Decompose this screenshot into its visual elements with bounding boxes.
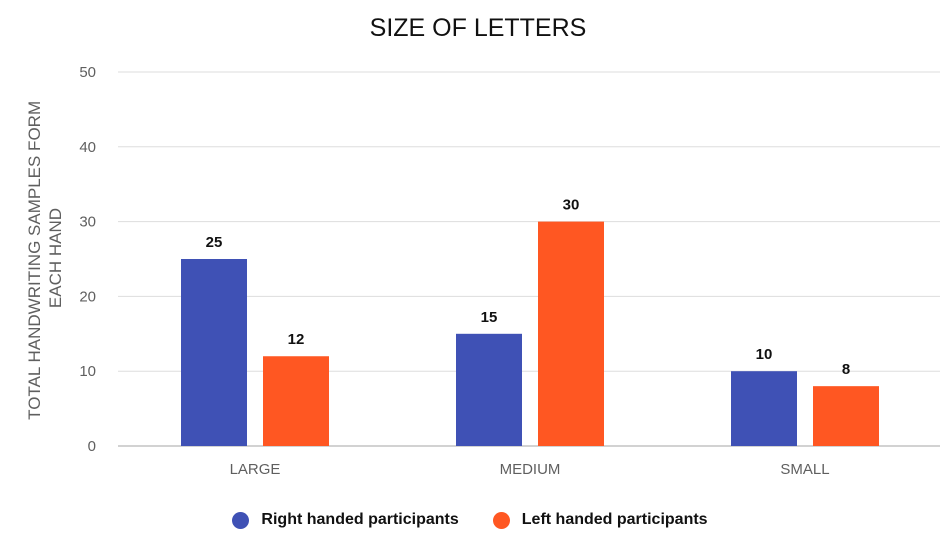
legend-label-right-handed: Right handed participants [261,511,459,528]
x-tick-label-medium: MEDIUM [500,461,561,478]
x-tick-label-large: LARGE [230,461,281,478]
y-axis-title-line-1: TOTAL HANDWRITING SAMPLES FORM [25,101,44,420]
legend-swatch-left-handed [492,511,510,529]
data-label-small-right-handed: 10 [756,346,773,363]
legend-swatch-right-handed [232,511,250,529]
bar-large-left-handed [263,356,329,446]
y-tick-label: 20 [79,288,96,305]
data-label-medium-right-handed: 15 [481,309,498,326]
data-label-large-left-handed: 12 [288,331,305,348]
y-axis-title: TOTAL HANDWRITING SAMPLES FORM EACH HAND [25,96,65,420]
bar-large-right-handed [181,259,247,446]
axis-labels: 0 10 20 30 40 50 LARGE MEDIUM SMALL [79,64,829,478]
bar-small-left-handed [813,386,879,446]
y-tick-label: 0 [88,438,96,455]
data-label-large-right-handed: 25 [206,234,223,251]
x-tick-label-small: SMALL [780,461,829,478]
data-label-medium-left-handed: 30 [563,197,580,214]
bar-medium-left-handed [538,221,604,446]
y-tick-label: 30 [79,214,96,231]
grid-lines [118,71,940,447]
legend-item-right-handed: Right handed participants [232,511,459,529]
y-tick-label: 40 [79,139,96,156]
bar-small-right-handed [731,371,797,446]
legend: Right handed participants Left handed pa… [0,506,940,534]
chart-title: SIZE OF LETTERS [370,14,587,42]
bar-medium-right-handed [456,333,522,446]
y-tick-label: 10 [79,363,96,380]
y-tick-label: 50 [79,64,96,81]
legend-item-left-handed: Left handed participants [492,511,708,529]
data-labels: 25 12 15 30 10 8 [206,197,851,379]
data-label-small-left-handed: 8 [842,361,850,378]
legend-label-left-handed: Left handed participants [521,511,708,528]
bar-group [181,221,879,446]
y-axis-title-line-2: EACH HAND [46,208,65,308]
